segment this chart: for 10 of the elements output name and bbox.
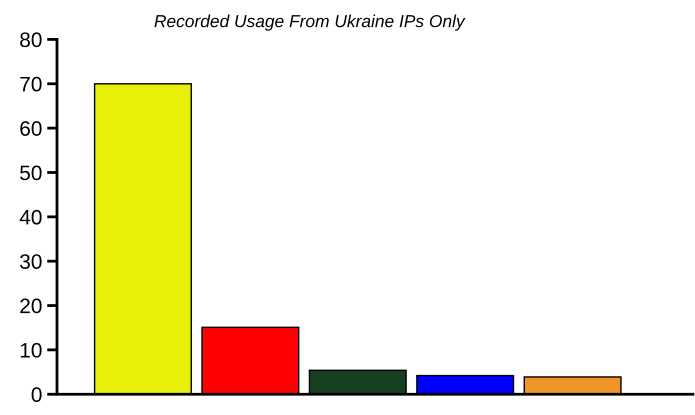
y-tick-label: 20 bbox=[20, 298, 42, 314]
y-tick-label: 40 bbox=[20, 210, 42, 225]
y-tick-label: 60 bbox=[20, 121, 42, 136]
y-tick-label: 80 bbox=[20, 32, 42, 48]
y-tick-label: 50 bbox=[20, 165, 42, 180]
y-tick-label: 70 bbox=[20, 76, 42, 92]
y-tick-label: 30 bbox=[20, 254, 42, 269]
y-tick-label: 0 bbox=[32, 387, 42, 402]
y-tick-label: 10 bbox=[20, 342, 42, 358]
chart-subtitle: Recorded Usage From Ukraine IPs Only bbox=[154, 14, 466, 31]
